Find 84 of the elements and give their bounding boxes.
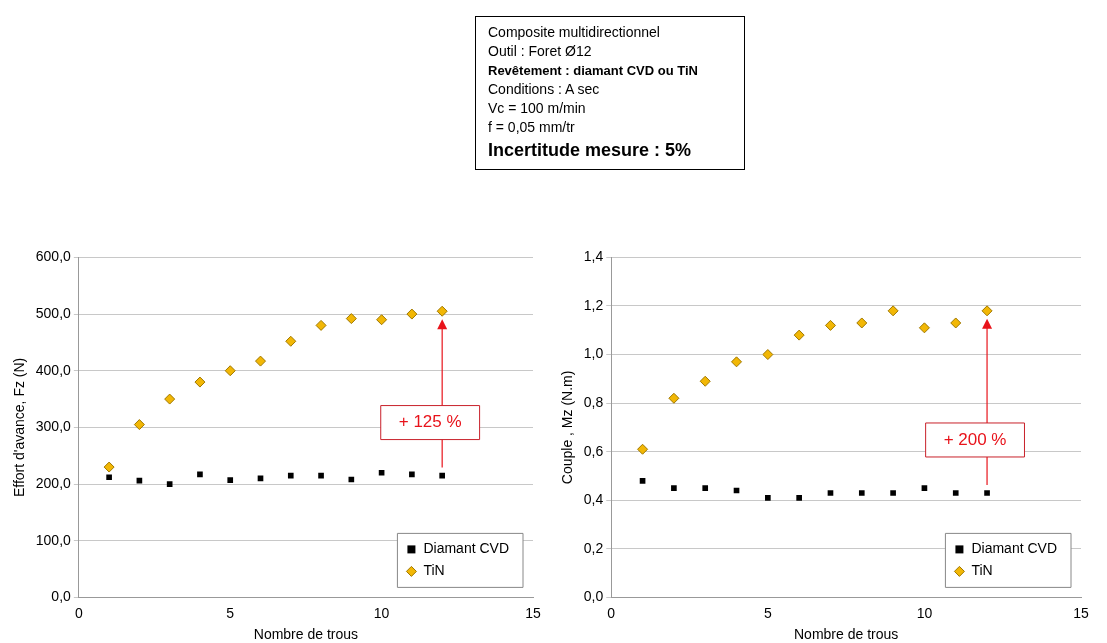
point [106,474,112,481]
x-tick-label: 0 [607,604,616,621]
point [318,472,324,479]
point [345,313,357,325]
x-axis-title: Nombre de trous [793,626,899,643]
point [671,485,677,491]
point [378,469,385,476]
point [890,490,896,496]
point [164,393,176,405]
y-tick-label: 0,2 [583,539,604,556]
legend-label: TiN [423,562,445,579]
y-tick-label: 200,0 [35,474,72,491]
y-tick-label: 1,0 [583,345,604,362]
point [285,335,297,347]
point [166,481,173,487]
point [287,472,294,479]
annotation: + 200 % [943,429,1007,449]
point [409,471,415,478]
legend-label: Diamant CVD [971,540,1058,557]
annotation: + 125 % [398,412,462,432]
point [796,495,802,501]
point [858,490,865,496]
point [103,461,115,473]
point [918,322,930,334]
x-tick-label: 10 [916,604,933,621]
point [133,419,145,431]
point [827,490,834,496]
x-tick-label: 5 [226,604,235,621]
legend-label: TiN [971,562,993,579]
point [224,365,236,377]
point [824,319,836,331]
y-tick-label: 0,0 [51,588,72,605]
point [197,471,203,478]
text: Composite multidirectionnel [488,23,661,42]
point [436,305,448,317]
y-tick-label: 1,2 [583,296,604,313]
point [762,349,774,361]
text: Vc = 100 m/min [488,99,587,118]
y-axis-title: Effort d'avance, Fz (N) [11,357,28,498]
y-axis-title: Couple , Mz (N.m) [559,370,576,485]
x-tick-label: 10 [373,604,390,621]
y-tick-label: 500,0 [35,304,72,321]
x-axis-title: Nombre de trous [253,626,359,643]
y-tick-label: 600,0 [35,248,72,265]
y-tick-label: 100,0 [35,531,72,548]
point [702,485,709,491]
point [194,376,206,388]
y-tick-label: 300,0 [35,418,72,435]
y-tick-label: 1,4 [583,248,604,265]
y-tick-label: 0,4 [583,491,604,508]
y-tick-label: 0,0 [583,588,604,605]
x-tick-label: 0 [74,604,83,621]
text: f = 0,05 mm/tr [488,118,576,137]
point [984,490,990,496]
point [406,308,418,320]
point [227,477,234,483]
point [637,443,649,455]
legend-label: Diamant CVD [423,540,510,557]
point [765,495,771,501]
x-tick-label: 15 [1073,604,1089,621]
point [887,305,899,317]
point [315,319,327,331]
x-tick-label: 15 [525,604,541,621]
point [856,317,868,329]
text: Incertitude mesure : 5% [488,139,693,162]
point [793,329,805,341]
point [376,314,388,326]
text: Conditions : A sec [488,80,601,99]
point [639,478,646,484]
point [668,392,680,404]
y-tick-label: 0,6 [583,442,604,459]
text: Revêtement : diamant CVD ou TiN [488,62,699,80]
point [950,317,962,329]
x-tick-label: 5 [763,604,772,621]
point [699,375,711,387]
point [921,485,928,491]
point [952,490,959,496]
y-tick-label: 0,8 [583,393,604,410]
text: Outil : Foret Ø12 [488,42,593,61]
point [981,305,993,317]
y-tick-label: 400,0 [35,361,72,378]
point [439,472,445,479]
point [255,355,266,367]
point [731,356,743,368]
